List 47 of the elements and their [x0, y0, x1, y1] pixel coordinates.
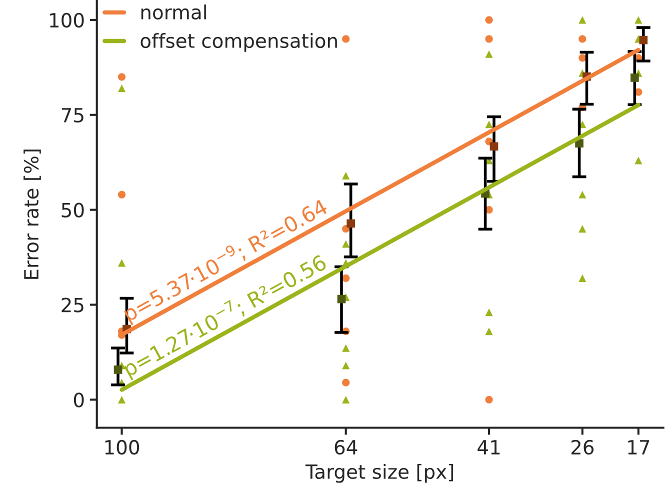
- point: [342, 274, 350, 282]
- point: [485, 50, 493, 58]
- point: [634, 156, 642, 164]
- point: [634, 16, 642, 24]
- x-tick-label: 26: [571, 440, 594, 455]
- y-tick-label: 75: [62, 108, 84, 123]
- point: [114, 366, 122, 374]
- x-tick-label: 41: [478, 440, 500, 454]
- point: [342, 344, 350, 352]
- point: [118, 190, 126, 198]
- point: [578, 190, 586, 198]
- point: [490, 142, 498, 151]
- point: [342, 172, 350, 180]
- x-tick-label: 64: [334, 440, 358, 455]
- point: [578, 54, 586, 62]
- point: [485, 35, 493, 43]
- legend-label: offset compensation: [140, 33, 337, 52]
- point: [485, 308, 493, 316]
- point: [342, 396, 350, 404]
- point: [578, 16, 586, 24]
- point: [342, 35, 350, 43]
- x-axis-title: Target size [px]: [305, 464, 454, 483]
- point: [342, 362, 350, 370]
- point: [118, 84, 126, 92]
- point: [337, 294, 346, 304]
- point: [346, 219, 355, 228]
- x-tick-label: 100: [105, 440, 140, 455]
- point: [342, 240, 350, 248]
- point: [485, 396, 493, 404]
- point: [639, 36, 648, 44]
- y-tick-label: 50: [62, 202, 84, 218]
- point: [118, 73, 126, 81]
- point: [578, 224, 586, 233]
- y-tick-label: 100: [50, 12, 84, 28]
- x-tick-label: 17: [628, 440, 650, 454]
- legend-label: normal: [141, 4, 206, 20]
- y-tick-label: 25: [62, 298, 84, 312]
- y-axis-title: Error rate [%]: [24, 150, 41, 279]
- point: [485, 120, 493, 128]
- point: [485, 328, 493, 336]
- point: [118, 396, 126, 404]
- point: [485, 16, 493, 24]
- point: [342, 378, 350, 386]
- point: [578, 274, 586, 282]
- point: [630, 74, 639, 82]
- y-tick-label: 0: [74, 392, 84, 408]
- point: [578, 35, 586, 43]
